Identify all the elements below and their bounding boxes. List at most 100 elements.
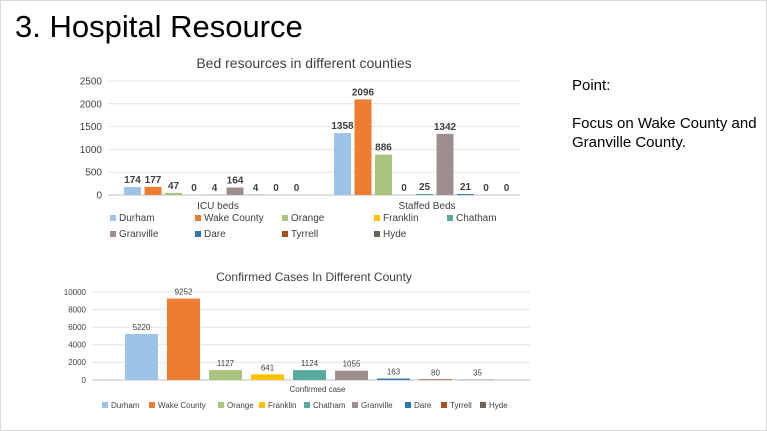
- cases-legend-swatch: [352, 402, 358, 408]
- cases-bar: [293, 370, 326, 380]
- bed-data-label: 164: [227, 176, 244, 187]
- cases-legend-label: Hyde: [489, 401, 508, 410]
- bed-data-label: 21: [460, 182, 472, 193]
- cases-legend-label: Tyrrell: [450, 401, 472, 410]
- cases-data-label: 1055: [343, 360, 361, 369]
- cases-y-tick-label: 8000: [68, 305, 86, 314]
- cases-data-label: 641: [261, 363, 275, 372]
- bed-legend-swatch: [195, 215, 201, 221]
- cases-category-label: Confirmed case: [289, 385, 346, 394]
- cases-bar: [209, 370, 242, 380]
- bed-category-label: Staffed Beds: [398, 201, 455, 212]
- bed-legend-label: Dare: [204, 229, 226, 240]
- bed-legend-swatch: [110, 231, 116, 237]
- bed-bar: [124, 187, 141, 195]
- cases-data-label: 1124: [301, 359, 319, 368]
- bed-bar: [375, 154, 392, 195]
- cases-legend-swatch: [218, 402, 224, 408]
- cases-data-label: 9252: [175, 288, 193, 297]
- cases-data-label: 5220: [133, 323, 151, 332]
- bed-legend-swatch: [282, 215, 288, 221]
- cases-legend-swatch: [149, 402, 155, 408]
- bed-y-tick-label: 2000: [80, 99, 103, 110]
- bed-y-tick-label: 1500: [80, 122, 103, 133]
- bed-legend-swatch: [447, 215, 453, 221]
- cases-legend-swatch: [480, 402, 486, 408]
- bed-chart-title: Bed resources in different counties: [196, 55, 411, 71]
- bed-legend-label: Chatham: [456, 213, 497, 224]
- bed-bar: [226, 187, 244, 195]
- bed-data-label: 0: [504, 183, 510, 194]
- bed-bar: [354, 99, 372, 195]
- bed-legend-label: Hyde: [383, 229, 407, 240]
- bed-legend-label: Durham: [119, 213, 155, 224]
- bed-data-label: 47: [168, 181, 180, 192]
- bed-bar: [334, 133, 351, 195]
- bed-legend-label: Franklin: [383, 213, 419, 224]
- bed-data-label: 177: [145, 175, 162, 186]
- cases-bar: [125, 334, 158, 380]
- cases-bar: [167, 298, 200, 380]
- bed-data-label: 4: [253, 183, 259, 194]
- cases-legend-label: Dare: [414, 401, 432, 410]
- note-heading: Point:: [572, 77, 611, 94]
- bed-data-label: 1358: [331, 121, 354, 132]
- bed-data-label: 0: [483, 183, 489, 194]
- bed-data-label: 25: [419, 182, 431, 193]
- cases-legend-label: Wake County: [158, 401, 206, 410]
- cases-legend-label: Orange: [227, 401, 254, 410]
- cases-y-tick-label: 6000: [68, 323, 86, 332]
- bed-legend-label: Orange: [291, 213, 325, 224]
- bed-bar: [165, 192, 182, 195]
- bed-data-label: 0: [294, 183, 300, 194]
- bed-y-tick-label: 2500: [80, 77, 103, 88]
- bed-data-label: 4: [212, 183, 218, 194]
- bed-legend-swatch: [374, 215, 380, 221]
- cases-legend-label: Durham: [111, 401, 140, 410]
- cases-data-label: 80: [431, 368, 440, 377]
- bed-legend-label: Granville: [119, 229, 159, 240]
- cases-y-tick-label: 10000: [64, 288, 87, 297]
- cases-bar: [377, 378, 410, 380]
- note-body: Focus on Wake County and Granville Count…: [572, 115, 757, 151]
- slide-title: 3. Hospital Resource: [15, 9, 303, 44]
- bed-data-label: 0: [273, 183, 279, 194]
- bed-legend-swatch: [195, 231, 201, 237]
- cases-legend-swatch: [304, 402, 310, 408]
- cases-legend-label: Granville: [361, 401, 393, 410]
- cases-data-label: 35: [473, 369, 482, 378]
- bed-legend-swatch: [374, 231, 380, 237]
- note-box: Point: Focus on Wake County and Granvill…: [572, 76, 762, 152]
- cases-data-label: 163: [387, 368, 401, 377]
- bed-data-label: 0: [401, 183, 407, 194]
- bed-data-label: 886: [375, 143, 392, 154]
- bed-y-tick-label: 1000: [80, 145, 103, 156]
- cases-legend-label: Chatham: [313, 401, 346, 410]
- cases-y-tick-label: 4000: [68, 341, 86, 350]
- bed-bar: [436, 133, 454, 195]
- cases-y-tick-label: 2000: [68, 358, 86, 367]
- cases-data-label: 1127: [217, 359, 235, 368]
- bed-data-label: 2096: [352, 87, 375, 98]
- cases-y-tick-label: 0: [82, 376, 87, 385]
- bed-bar: [144, 186, 162, 195]
- cases-legend-swatch: [405, 402, 411, 408]
- cases-bar: [335, 370, 368, 380]
- cases-bar: [419, 379, 452, 380]
- cases-bar: [251, 374, 284, 380]
- bed-data-label: 174: [124, 175, 141, 186]
- bed-data-label: 1342: [434, 122, 457, 133]
- bed-y-tick-label: 500: [85, 168, 102, 179]
- cases-legend-swatch: [441, 402, 447, 408]
- cases-legend-label: Franklin: [268, 401, 296, 410]
- cases-legend-swatch: [102, 402, 108, 408]
- bed-legend-label: Tyrrell: [291, 229, 318, 240]
- bed-category-label: ICU beds: [197, 201, 239, 212]
- cases-legend-swatch: [259, 402, 265, 408]
- bed-data-label: 0: [191, 183, 197, 194]
- bed-legend-swatch: [110, 215, 116, 221]
- bed-bar: [457, 194, 474, 195]
- cases-chart-title: Confirmed Cases In Different County: [216, 270, 412, 284]
- bed-bar: [416, 193, 433, 195]
